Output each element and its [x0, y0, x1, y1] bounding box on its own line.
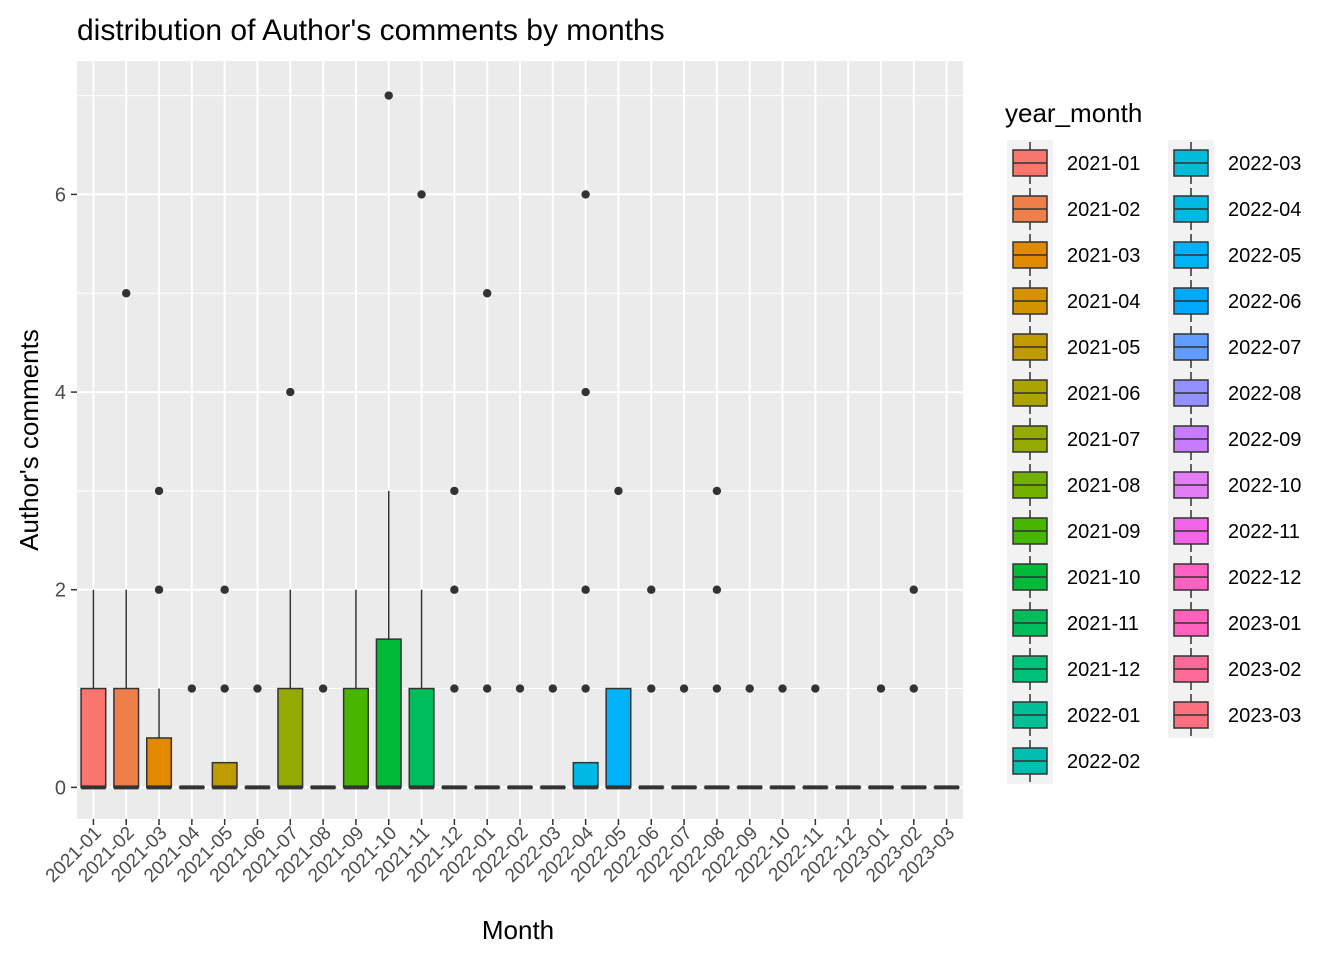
y-tick-label: 0: [55, 777, 66, 799]
legend-label: 2023-03: [1228, 705, 1301, 727]
legend: year_month 2021-01 2021-02 2021-03 2021-04 2…: [1005, 98, 1301, 784]
legend-label: 2021-05: [1067, 337, 1140, 359]
outlier-point: [385, 91, 393, 99]
legend-label: 2021-09: [1067, 521, 1140, 543]
outlier-point: [220, 586, 228, 594]
outlier-point: [680, 684, 688, 692]
box-rect: [409, 689, 434, 788]
outlier-point: [581, 190, 589, 198]
outlier-point: [581, 388, 589, 396]
y-tick-label: 4: [55, 382, 66, 404]
outlier-point: [746, 684, 754, 692]
y-axis-label: Author's comments: [14, 329, 44, 551]
outlier-point: [910, 684, 918, 692]
legend-label: 2022-08: [1228, 383, 1301, 405]
legend-label: 2022-11: [1228, 521, 1300, 543]
x-axis: 2021-012021-022021-032021-042021-052021-…: [42, 819, 959, 887]
outlier-point: [450, 586, 458, 594]
legend-label: 2021-11: [1067, 613, 1139, 635]
outlier-point: [549, 684, 557, 692]
box-rect: [81, 689, 106, 788]
box-rect: [344, 689, 369, 788]
outlier-point: [778, 684, 786, 692]
legend-label: 2022-10: [1228, 475, 1301, 497]
outlier-point: [417, 190, 425, 198]
outlier-point: [647, 684, 655, 692]
box-rect: [573, 763, 598, 788]
legend-label: 2022-12: [1228, 567, 1301, 589]
outlier-point: [713, 684, 721, 692]
legend-label: 2022-03: [1228, 153, 1301, 175]
legend-label: 2023-01: [1228, 613, 1301, 635]
outlier-point: [155, 487, 163, 495]
outlier-point: [450, 487, 458, 495]
outlier-point: [581, 684, 589, 692]
outlier-point: [286, 388, 294, 396]
outlier-point: [155, 586, 163, 594]
outlier-point: [188, 684, 196, 692]
box-rect: [114, 689, 139, 788]
legend-label: 2023-02: [1228, 659, 1301, 681]
outlier-point: [811, 684, 819, 692]
legend-label: 2021-04: [1067, 291, 1140, 313]
outlier-point: [647, 586, 655, 594]
y-tick-label: 6: [55, 184, 66, 206]
outlier-point: [253, 684, 261, 692]
legend-label: 2022-09: [1228, 429, 1301, 451]
outlier-point: [713, 487, 721, 495]
box-rect: [147, 738, 172, 787]
outlier-point: [614, 487, 622, 495]
outlier-point: [483, 289, 491, 297]
y-axis: 0 2 4 6: [55, 184, 77, 799]
legend-label: 2022-02: [1067, 751, 1140, 773]
outlier-point: [910, 586, 918, 594]
legend-label: 2021-08: [1067, 475, 1140, 497]
box-rect: [278, 689, 303, 788]
outlier-point: [483, 684, 491, 692]
outlier-point: [450, 684, 458, 692]
legend-label: 2022-07: [1228, 337, 1301, 359]
legend-label: 2021-03: [1067, 245, 1140, 267]
box-rect: [212, 763, 237, 788]
box-rect: [606, 689, 631, 788]
legend-label: 2021-12: [1067, 659, 1140, 681]
outlier-point: [713, 586, 721, 594]
legend-label: 2022-06: [1228, 291, 1301, 313]
legend-label: 2022-05: [1228, 245, 1301, 267]
outlier-point: [220, 684, 228, 692]
chart-title: distribution of Author's comments by mon…: [77, 14, 665, 47]
legend-label: 2021-06: [1067, 383, 1140, 405]
legend-label: 2022-04: [1228, 199, 1301, 221]
legend-label: 2021-07: [1067, 429, 1140, 451]
outlier-point: [122, 289, 130, 297]
box-rect: [376, 639, 401, 787]
x-axis-label: Month: [482, 915, 554, 945]
legend-label: 2021-02: [1067, 199, 1140, 221]
y-tick-label: 2: [55, 580, 66, 602]
outlier-point: [877, 684, 885, 692]
legend-title: year_month: [1005, 98, 1142, 128]
legend-label: 2021-01: [1067, 153, 1140, 175]
outlier-point: [319, 684, 327, 692]
outlier-point: [516, 684, 524, 692]
legend-label: 2022-01: [1067, 705, 1140, 727]
outlier-point: [581, 586, 589, 594]
legend-label: 2021-10: [1067, 567, 1140, 589]
